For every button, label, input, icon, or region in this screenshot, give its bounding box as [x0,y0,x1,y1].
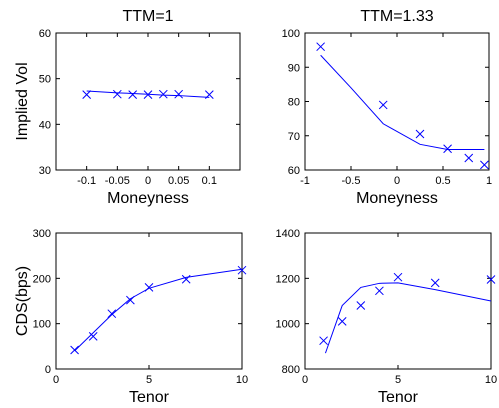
data-point-marker [181,274,191,284]
data-point-marker [393,272,403,282]
plot-frame [55,32,241,171]
y-tick-label: 90 [288,62,300,74]
fitted-line [320,54,485,150]
y-tick-label: 30 [39,165,51,177]
chart-title: TTM=1 [122,8,173,25]
data-point-marker [82,90,92,100]
data-point-marker [375,286,384,296]
x-axis-label: Tenor [129,389,170,406]
y-tick-label: 800 [282,364,300,376]
data-point-marker [144,283,154,292]
y-tick-label: 1000 [276,319,300,331]
x-tick-label: -0.1 [77,175,96,187]
x-axis-label: Tenor [378,389,419,406]
y-tick-label: 1200 [276,273,300,285]
x-tick-label: 0 [145,175,151,187]
y-tick-label: 200 [33,273,51,285]
x-tick-label: 0 [53,374,59,386]
data-point-marker [112,89,122,99]
y-axis-label: Implied Vol [14,62,31,140]
data-point-marker [107,309,117,319]
x-axis-label: Moneyness [107,190,189,207]
data-point-marker [319,336,328,346]
chart-1: -0.1 -0.05 0 0.05 0.1 30 40 50 60 TTM=1 Moneyness I… [14,8,241,207]
fitted-line [86,90,210,98]
y-tick-label: 100 [282,28,300,40]
data-point-marker [174,89,184,99]
x-tick-label: 5 [395,374,401,386]
x-axis-label: Moneyness [356,190,438,207]
data-point-marker [430,278,440,288]
fitted-line [324,282,492,354]
data-point-marker [464,153,474,163]
data-point-marker [88,332,98,341]
data-point-marker [143,90,153,100]
data-point-marker [204,90,214,100]
x-tick-label: 0.5 [435,175,450,187]
chart-4: 0 5 10 800 1000 1200 1400 Tenor [276,228,498,406]
x-tick-label: 0 [302,374,308,386]
x-tick-label: 10 [236,374,248,386]
x-tick-label: 5 [146,374,152,386]
data-point-marker [128,90,138,100]
fitted-line [74,268,243,352]
x-tick-label: 10 [485,374,497,386]
y-tick-label: 70 [288,131,300,143]
data-point-marker [70,345,79,355]
data-point-marker [356,301,366,310]
plot-frame [304,232,492,370]
y-tick-label: 50 [39,74,51,86]
x-tick-label: -0.5 [342,175,361,187]
plot-frame [55,232,243,370]
data-point-marker [415,129,425,139]
y-tick-label: 60 [39,28,51,40]
data-point-marker [378,100,388,110]
y-tick-label: 60 [288,165,300,177]
x-tick-label: 0.1 [202,175,217,187]
y-tick-label: 300 [33,228,51,240]
x-tick-label: 0 [394,175,400,187]
x-tick-label: 1 [486,175,492,187]
y-tick-label: 100 [33,319,51,331]
y-axis-label: CDS(bps) [14,266,31,336]
data-point-marker [480,160,489,170]
data-point-marker [158,89,168,99]
data-point-marker [126,295,135,305]
y-tick-label: 1400 [276,228,300,240]
data-point-marker [337,317,347,326]
plot-frame [304,32,490,171]
data-point-marker [486,275,496,284]
y-tick-label: 80 [288,97,300,109]
y-tick-label: 0 [45,364,51,376]
x-tick-label: -0.05 [105,175,130,187]
x-tick-label: -1 [300,175,310,187]
data-point-marker [316,42,325,52]
y-tick-label: 40 [39,119,51,131]
data-point-marker [237,265,247,275]
chart-title: TTM=1.33 [360,8,433,25]
x-tick-label: 0.05 [168,175,189,187]
chart-2: -1 -0.5 0 0.5 1 60 70 80 90 100 TTM=1.33 Moneyness [282,8,492,207]
data-point-marker [443,144,452,154]
